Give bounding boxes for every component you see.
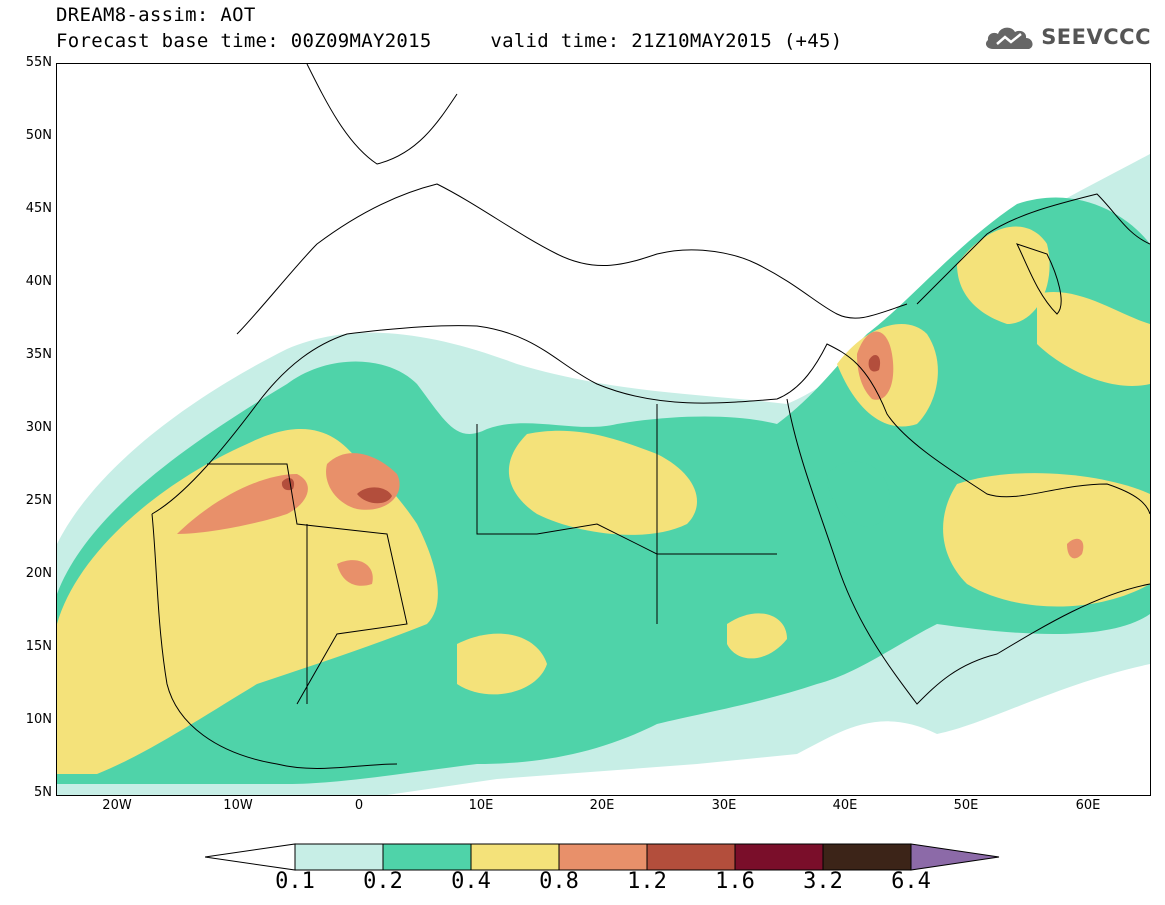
lon-tick-40e: 40E: [832, 798, 858, 813]
colorbar-label-1.6: 1.6: [715, 869, 755, 894]
colorbar-bin-0.2-0.4: [382, 843, 472, 871]
lat-tick-45n: 45N: [25, 201, 52, 216]
lat-tick-40n: 40N: [25, 274, 52, 289]
colorbar-bin-0.1-0.2: [294, 843, 384, 871]
colorbar-bin-1.2-1.6: [646, 843, 736, 871]
colorbar-bin-0.8-1.2: [558, 843, 648, 871]
seevccc-logo: SEEVCCC: [983, 22, 1151, 52]
lat-tick-55n: 55N: [25, 55, 52, 70]
lat-tick-15n: 15N: [25, 639, 52, 654]
aot-contour-1.2: [281, 355, 881, 504]
colorbar-bin-3.2-6.4: [822, 843, 912, 871]
dust-aot-map: [57, 64, 1150, 795]
lon-tick-10w: 10W: [223, 798, 253, 813]
coastlines: [151, 64, 1150, 769]
colorbar-label-0.1: 0.1: [275, 869, 315, 894]
colorbar-upper-arrow: [910, 843, 1000, 871]
forecast-times: Forecast base time: 00Z09MAY2015 valid t…: [56, 30, 843, 52]
colorbar-label-0.2: 0.2: [363, 869, 403, 894]
colorbar-label-6.4: 6.4: [891, 869, 931, 894]
colorbar-bin-0.4-0.8: [470, 843, 560, 871]
lat-tick-25n: 25N: [25, 493, 52, 508]
map-title: DREAM8-assim: AOT: [56, 4, 256, 26]
map-panel: [56, 63, 1151, 796]
colorbar: [205, 843, 1000, 871]
colorbar-label-3.2: 3.2: [803, 869, 843, 894]
colorbar-label-1.2: 1.2: [627, 869, 667, 894]
lon-tick-10e: 10E: [468, 798, 494, 813]
colorbar-label-0.4: 0.4: [451, 869, 491, 894]
lat-tick-30n: 30N: [25, 420, 52, 435]
lon-tick-50e: 50E: [953, 798, 979, 813]
lon-tick-60e: 60E: [1075, 798, 1101, 813]
lon-tick-20e: 20E: [589, 798, 615, 813]
lat-tick-20n: 20N: [25, 566, 52, 581]
colorbar-bin-1.6-3.2: [734, 843, 824, 871]
lon-tick-20w: 20W: [102, 798, 132, 813]
colorbar-label-0.8: 0.8: [539, 869, 579, 894]
lat-tick-5n: 5N: [34, 785, 52, 800]
lat-tick-50n: 50N: [25, 128, 52, 143]
colorbar-lower-arrow: [205, 843, 296, 871]
lon-tick-0: 0: [354, 798, 364, 813]
cloud-icon: [986, 27, 1033, 49]
logo-text: SEEVCCC: [1041, 25, 1151, 49]
lat-tick-10n: 10N: [25, 712, 52, 727]
lat-tick-35n: 35N: [25, 347, 52, 362]
lon-tick-30e: 30E: [711, 798, 737, 813]
